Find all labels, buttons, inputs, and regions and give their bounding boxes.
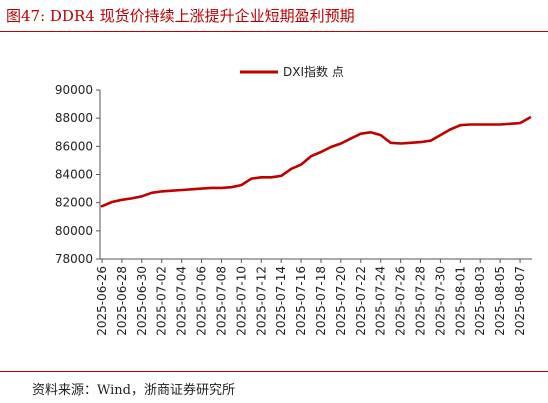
x-tick-label: 2025-07-26 xyxy=(394,266,408,336)
y-tick-label: 82000 xyxy=(55,196,93,210)
plot-area xyxy=(100,116,532,208)
x-tick-label: 2025-06-28 xyxy=(115,266,129,336)
y-tick-label: 88000 xyxy=(55,111,93,125)
x-tick-label: 2025-08-03 xyxy=(473,266,487,336)
x-tick-label: 2025-07-30 xyxy=(433,266,447,336)
x-axis: 2025-06-26 2025-06-28 2025-06-30 2025-07-02… xyxy=(95,258,532,336)
x-tick-label: 2025-07-04 xyxy=(175,266,189,336)
x-tick-label: 2025-08-01 xyxy=(453,266,467,336)
y-axis: 78000 80000 82000 84000 86000 88000 90000 xyxy=(55,83,101,266)
x-tick-label: 2025-08-07 xyxy=(513,266,527,336)
x-tick-label: 2025-07-28 xyxy=(414,266,428,336)
x-tick-label: 2025-07-18 xyxy=(314,266,328,336)
legend: DXI指数 点 xyxy=(240,64,344,79)
y-tick-label: 80000 xyxy=(55,224,93,238)
x-tick-label: 2025-07-12 xyxy=(254,266,268,336)
x-tick-label: 2025-08-05 xyxy=(493,266,507,336)
top-rule xyxy=(0,31,548,32)
y-tick-label: 86000 xyxy=(55,139,93,153)
source-note: 资料来源：Wind，浙商证券研究所 xyxy=(32,383,235,398)
bottom-rule xyxy=(0,371,548,372)
x-tick-label: 2025-07-22 xyxy=(354,266,368,336)
x-tick-label: 2025-07-02 xyxy=(155,266,169,336)
figure-title: 图47: DDR4 现货价持续上涨提升企业短期盈利预期 xyxy=(6,7,355,25)
x-tick-label: 2025-07-14 xyxy=(274,266,288,336)
x-tick-label: 2025-07-10 xyxy=(234,266,248,336)
x-tick-label: 2025-06-30 xyxy=(135,266,149,336)
series-line-dxi xyxy=(100,116,532,208)
x-tick-label: 2025-07-16 xyxy=(294,266,308,336)
x-tick-label: 2025-06-26 xyxy=(95,266,109,336)
x-tick-label: 2025-07-06 xyxy=(195,266,209,336)
y-tick-label: 78000 xyxy=(55,252,93,266)
y-tick-label: 90000 xyxy=(55,83,93,97)
x-tick-label: 2025-07-08 xyxy=(214,266,228,336)
y-tick-label: 84000 xyxy=(55,168,93,182)
x-tick-label: 2025-07-24 xyxy=(374,266,388,336)
legend-label: DXI指数 点 xyxy=(283,64,344,79)
x-tick-label: 2025-07-20 xyxy=(334,266,348,336)
